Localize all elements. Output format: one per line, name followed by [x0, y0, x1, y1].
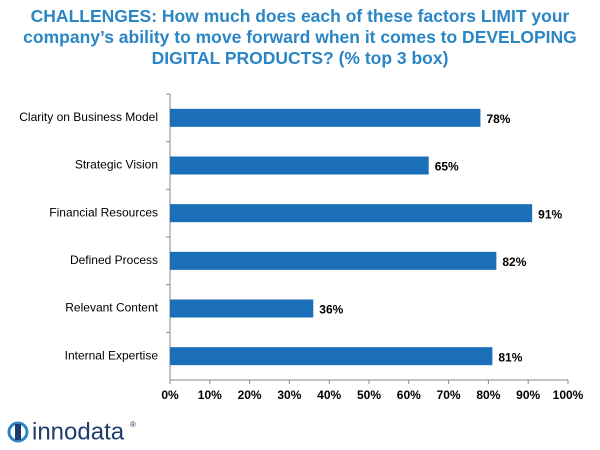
logo-text: innodata [32, 418, 125, 445]
bar [170, 299, 314, 318]
x-tick-label: 100% [553, 388, 584, 402]
x-tick-label: 50% [357, 388, 381, 402]
y-tick-label: Strategic Vision [75, 158, 158, 172]
x-tick-label: 30% [277, 388, 301, 402]
x-tick-label: 20% [238, 388, 262, 402]
logo-mark: ® [130, 420, 136, 429]
x-tick-label: 40% [317, 388, 341, 402]
x-tick-label: 80% [476, 388, 500, 402]
value-label: 81% [498, 350, 522, 364]
x-tick-label: 60% [397, 388, 421, 402]
x-tick-label: 0% [161, 388, 179, 402]
value-label: 82% [502, 255, 526, 269]
value-label: 36% [319, 303, 343, 317]
value-label: 91% [538, 207, 562, 221]
x-tick-label: 70% [437, 388, 461, 402]
y-tick-label: Financial Resources [49, 205, 158, 219]
bar [170, 108, 481, 127]
bar [170, 156, 429, 175]
value-label: 78% [486, 112, 510, 126]
chart-title: CHALLENGES: How much does each of these … [23, 6, 577, 68]
y-tick-label: Relevant Content [65, 301, 158, 315]
bar [170, 251, 497, 270]
logo-icon [7, 421, 29, 443]
value-label: 65% [435, 160, 459, 174]
bar [170, 347, 493, 366]
y-tick-label: Internal Expertise [65, 348, 159, 362]
x-tick-label: 10% [198, 388, 222, 402]
bar [170, 204, 533, 223]
x-tick-label: 90% [516, 388, 540, 402]
y-tick-label: Defined Process [70, 253, 158, 267]
y-tick-label: Clarity on Business Model [19, 110, 158, 124]
